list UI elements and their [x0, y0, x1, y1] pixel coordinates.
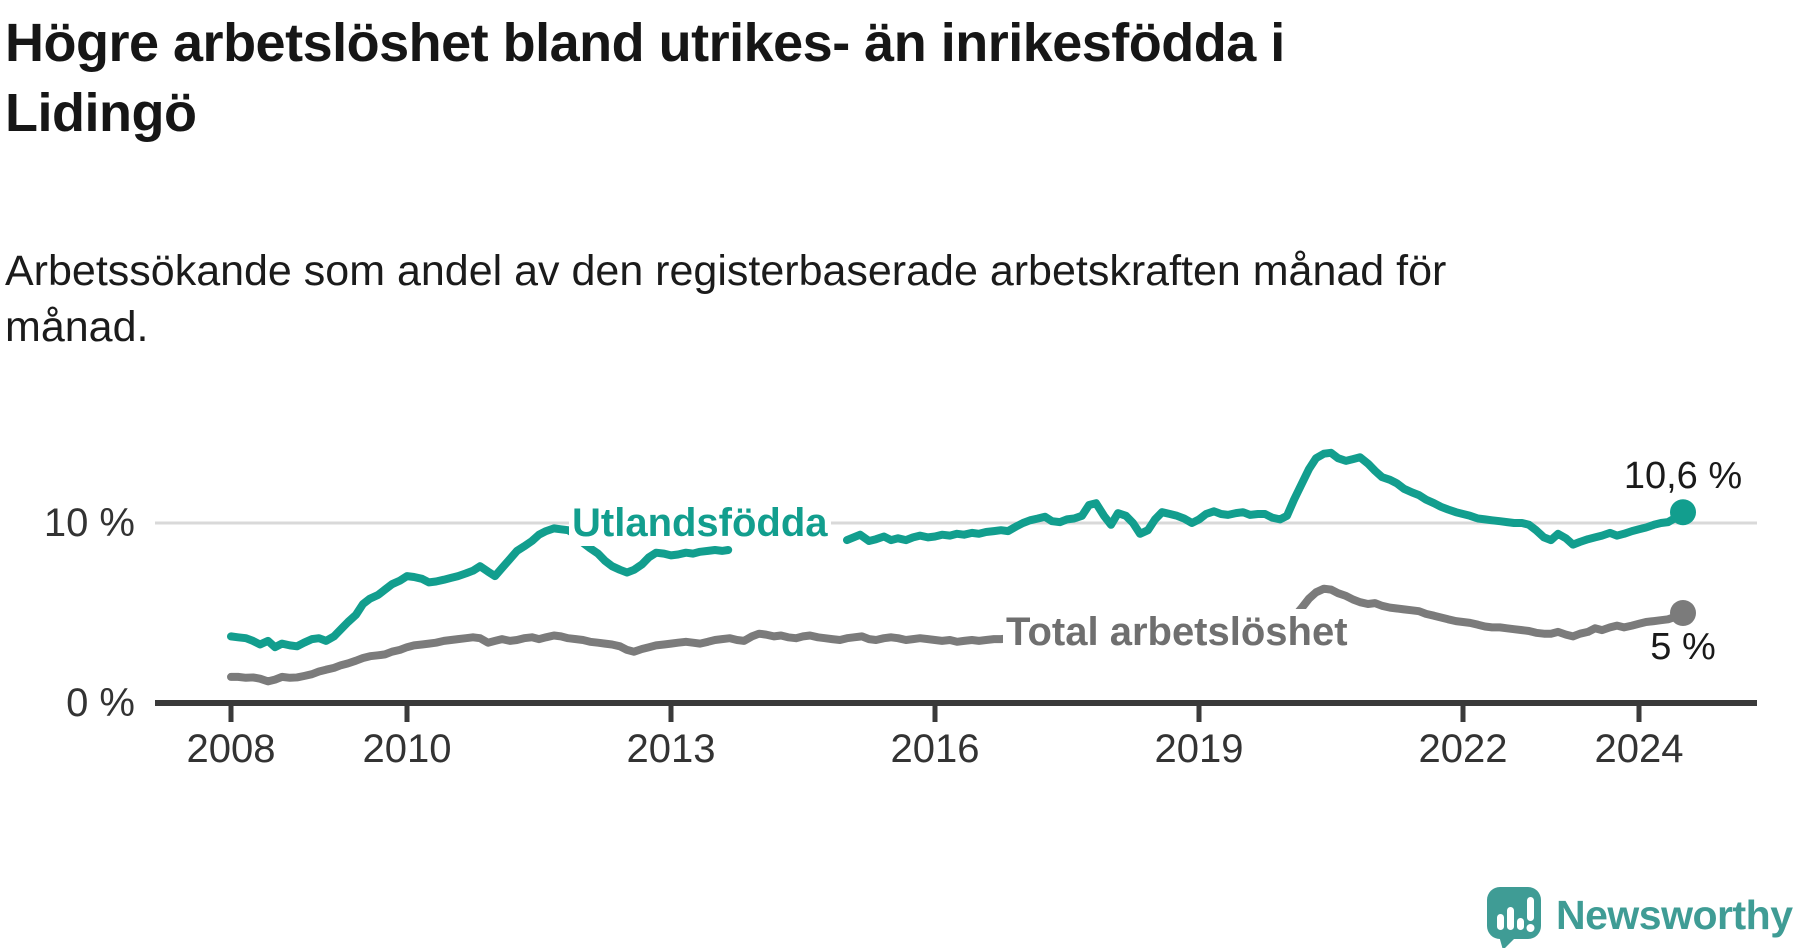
series-line-utlandsfodda-1	[843, 448, 1687, 549]
series-line-total-1	[1291, 584, 1687, 641]
series-label-utlandsfodda: Utlandsfödda	[569, 500, 831, 546]
y-tick-label-10: 10 %	[43, 501, 135, 545]
end-dot-total	[1670, 600, 1696, 626]
x-tick-label-2008: 2008	[186, 727, 276, 771]
end-dot-utlandsfodda	[1670, 499, 1696, 526]
newsworthy-logo: Newsworthy	[1486, 884, 1800, 948]
series-line-total-0	[227, 629, 1014, 686]
end-value-label-total: 5 %	[1650, 626, 1716, 668]
subtitle-line2: månad.	[5, 303, 149, 351]
newsworthy-logo-text: Newsworthy	[1556, 892, 1793, 938]
newsworthy-logo-icon	[1487, 887, 1541, 948]
x-tick-label-2010: 2010	[362, 727, 452, 771]
page-title: Högre arbetslöshet bland utrikes- än inr…	[5, 8, 1765, 148]
title-line1: Högre arbetslöshet bland utrikes- än inr…	[5, 13, 1285, 73]
x-tick-label-2022: 2022	[1418, 727, 1508, 771]
series-label-total: Total arbetslöshet	[1003, 609, 1351, 655]
title-line2: Lidingö	[5, 83, 197, 143]
y-tick-label-0: 0 %	[66, 681, 135, 725]
chart-subtitle: Arbetssökande som andel av den registerb…	[5, 243, 1705, 355]
end-value-label-utlandsfodda: 10,6 %	[1623, 455, 1743, 497]
subtitle-line1: Arbetssökande som andel av den registerb…	[5, 247, 1447, 295]
series-line-utlandsfodda-0	[227, 524, 733, 652]
x-tick-label-2019: 2019	[1154, 727, 1244, 771]
x-tick-label-2013: 2013	[626, 727, 716, 771]
x-tick-label-2016: 2016	[890, 727, 980, 771]
x-tick-label-2024: 2024	[1594, 727, 1684, 771]
